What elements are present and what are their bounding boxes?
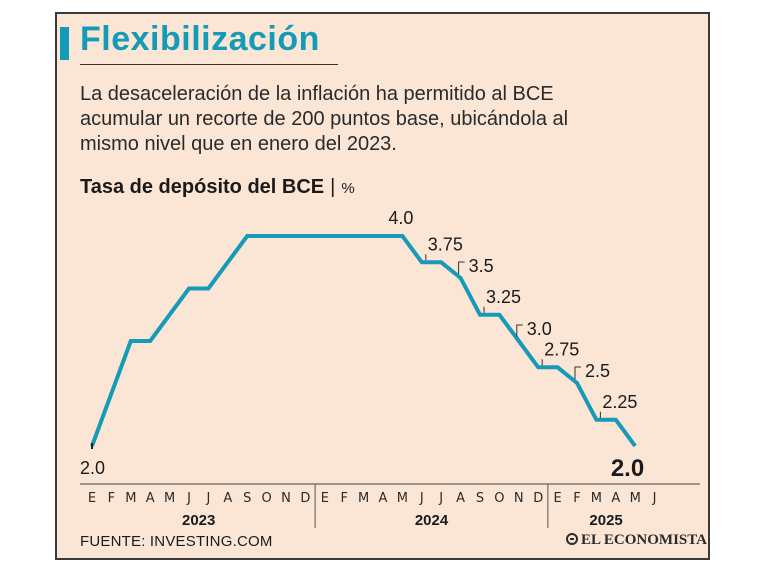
month-tick-label: N [281,491,291,506]
month-tick-label: F [108,491,115,506]
annotation-leader [574,366,581,379]
month-tick-label: F [573,491,580,506]
month-tick-label: A [379,491,388,506]
title-accent-bar [60,27,69,60]
month-tick-label: O [494,491,504,506]
source-note: FUENTE: INVESTING.COM [80,533,273,550]
data-label: 3.0 [527,319,552,339]
month-tick-label: E [88,491,96,506]
month-tick-label: M [397,491,408,506]
data-label: 2.5 [585,361,610,381]
title-underline [80,64,338,65]
month-tick-label: A [223,491,232,506]
annotation-leader [516,324,523,337]
month-tick-label: O [261,491,271,506]
month-tick-label: J [652,491,657,506]
month-tick-label: M [164,491,175,506]
month-tick-label: J [419,491,424,506]
month-tick-label: D [300,491,310,506]
month-tick-label: A [146,491,155,506]
month-tick-label: E [553,491,561,506]
year-label: 2023 [182,512,215,529]
month-tick-label: N [514,491,524,506]
chart-title-separator: | [330,176,336,198]
month-tick-label: M [358,491,369,506]
month-tick-label: M [125,491,136,506]
data-label: 4.0 [388,208,413,228]
month-tick-label: M [591,491,602,506]
data-label: 2.0 [611,455,644,482]
month-tick-label: J [186,491,191,506]
year-label: 2024 [415,512,449,529]
brand-logo: EL ECONOMISTA [566,532,707,549]
series-line [90,234,637,448]
month-tick-label: J [205,491,210,506]
month-tick-label: D [533,491,543,506]
month-tick-label: S [476,491,484,506]
chart-title: Tasa de depósito del BCE |% [80,176,355,199]
year-label: 2025 [589,512,622,529]
month-tick-label: F [340,491,347,506]
month-tick-label: A [456,491,465,506]
month-tick-label: J [438,491,443,506]
month-tick-label: E [321,491,329,506]
chart-unit: % [341,180,355,197]
data-label: 2.25 [602,392,637,412]
data-label: 2.75 [544,339,579,359]
chart-title-text: Tasa de depósito del BCE [80,176,325,198]
annotation-leader [458,261,465,274]
subtitle: La desaceleración de la inflación ha per… [80,83,569,155]
data-label: 3.25 [486,287,521,307]
data-label: 3.5 [469,256,494,276]
page-title: Flexibilización [80,20,320,58]
data-label: 3.75 [428,234,463,254]
month-tick-label: M [630,491,641,506]
infographic-card [55,12,710,560]
data-label: 2.0 [80,458,105,478]
month-tick-label: A [611,491,620,506]
brand-logo-icon [566,533,578,545]
month-tick-label: S [243,491,251,506]
brand-name: EL ECONOMISTA [581,532,707,548]
